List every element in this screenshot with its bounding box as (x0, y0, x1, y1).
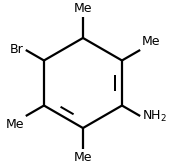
Text: Br: Br (10, 43, 24, 56)
Text: NH$_2$: NH$_2$ (142, 108, 167, 124)
Text: Me: Me (74, 151, 92, 164)
Text: Me: Me (74, 2, 92, 15)
Text: Me: Me (142, 36, 160, 48)
Text: Me: Me (6, 118, 24, 130)
